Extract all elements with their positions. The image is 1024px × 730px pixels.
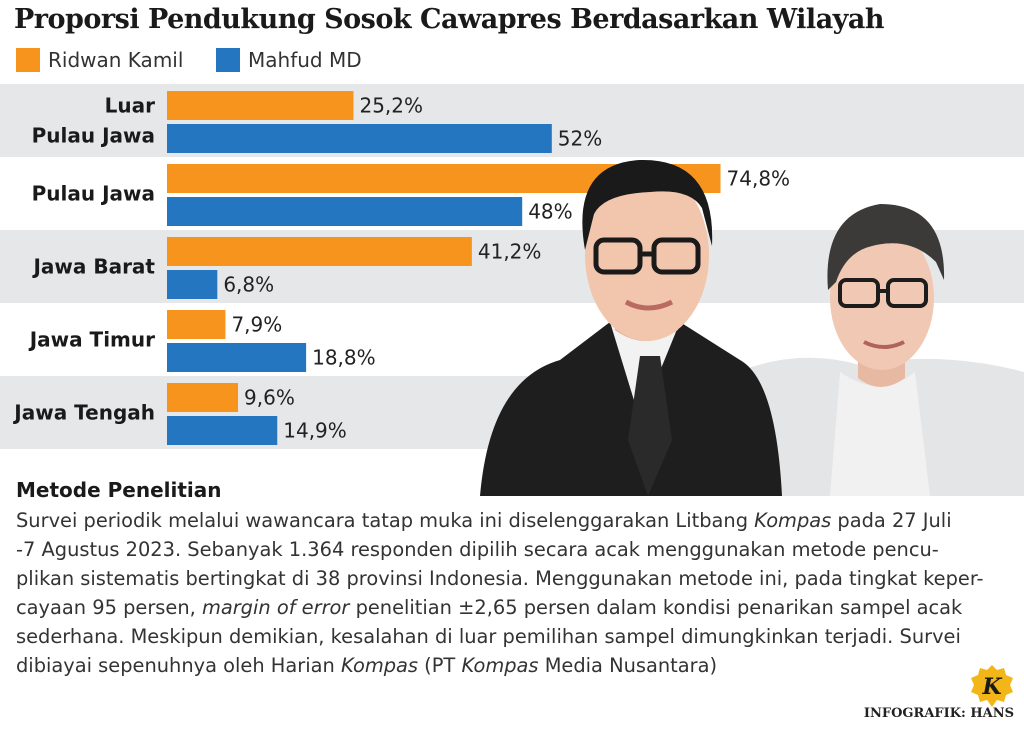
methods-body: Survei periodik melalui wawancara tatap … bbox=[16, 506, 1016, 680]
legend-label-ridwan: Ridwan Kamil bbox=[48, 48, 184, 72]
chart-title: Proporsi Pendukung Sosok Cawapres Berdas… bbox=[14, 4, 885, 35]
bar-value-label: 14,9% bbox=[283, 419, 347, 443]
bar-value-label: 18,8% bbox=[312, 346, 376, 370]
category-label: Jawa Timur bbox=[28, 328, 155, 352]
category-label-line: Jawa Timur bbox=[28, 328, 155, 352]
bar-value-label: 41,2% bbox=[478, 240, 542, 264]
methods-line: sederhana. Meskipun demikian, kesalahan … bbox=[16, 625, 961, 648]
bar-mahfud bbox=[167, 270, 218, 299]
candidate-illustrations bbox=[480, 159, 1024, 496]
category-label-line: Luar bbox=[105, 94, 155, 118]
legend-label-mahfud: Mahfud MD bbox=[248, 48, 362, 72]
methods-line: dibiayai sepenuhnya oleh Harian Kompas (… bbox=[16, 654, 718, 677]
bar-value-label: 74,8% bbox=[727, 167, 791, 191]
kompas-logo: K bbox=[971, 665, 1013, 707]
kompas-logo-letter: K bbox=[981, 674, 1002, 700]
methods-line: cayaan 95 persen, margin of error peneli… bbox=[16, 596, 963, 619]
bar-value-label: 6,8% bbox=[223, 273, 274, 297]
ridwan-illustration bbox=[480, 159, 782, 496]
category-label-line: Jawa Tengah bbox=[12, 401, 155, 425]
category-label: Pulau Jawa bbox=[32, 182, 155, 206]
category-label: Jawa Tengah bbox=[12, 401, 155, 425]
bar-ridwan bbox=[167, 91, 354, 120]
legend-item-mahfud: Mahfud MD bbox=[216, 48, 362, 72]
bar-value-label: 9,6% bbox=[244, 386, 295, 410]
bar-mahfud bbox=[167, 343, 307, 372]
methods-heading: Metode Penelitian bbox=[16, 478, 222, 502]
category-label: Luar Pulau Jawa bbox=[32, 94, 155, 148]
bar-ridwan bbox=[167, 237, 472, 266]
bar-mahfud bbox=[167, 416, 278, 445]
legend-item-ridwan: Ridwan Kamil bbox=[16, 48, 183, 72]
bar-mahfud bbox=[167, 124, 552, 153]
bar-ridwan bbox=[167, 383, 239, 412]
category-label: Jawa Barat bbox=[31, 255, 155, 279]
bar-mahfud bbox=[167, 197, 523, 226]
category-label-line: Jawa Barat bbox=[31, 255, 155, 279]
bar-value-label: 7,9% bbox=[231, 313, 282, 337]
bar-value-label: 52% bbox=[558, 127, 602, 151]
methods-line: -7 Agustus 2023. Sebanyak 1.364 responde… bbox=[16, 538, 939, 561]
legend-swatch-ridwan bbox=[16, 48, 40, 72]
category-label-line: Pulau Jawa bbox=[32, 124, 155, 148]
mahfud-illustration bbox=[720, 204, 1024, 496]
methods-line: Survei periodik melalui wawancara tatap … bbox=[16, 509, 952, 532]
infographic-credit: INFOGRAFIK: HANS bbox=[863, 706, 1014, 721]
bar-ridwan bbox=[167, 310, 226, 339]
category-label-line: Pulau Jawa bbox=[32, 182, 155, 206]
bar-value-label: 25,2% bbox=[359, 94, 423, 118]
methods-section: Metode Penelitian Survei periodik melalu… bbox=[16, 478, 1016, 680]
bar-value-label: 48% bbox=[528, 200, 572, 224]
legend-swatch-mahfud bbox=[216, 48, 240, 72]
methods-line: plikan sistematis bertingkat di 38 provi… bbox=[16, 567, 984, 590]
